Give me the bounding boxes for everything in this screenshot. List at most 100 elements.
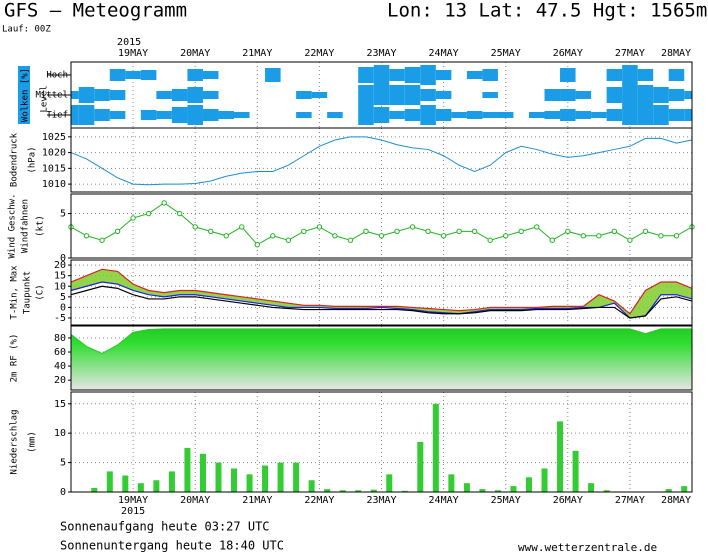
- temp-line: [70, 268, 693, 315]
- y-tick-label: 0: [60, 302, 66, 313]
- marker: [192, 224, 198, 230]
- panel-frame: [70, 127, 693, 193]
- marker: [223, 233, 229, 239]
- cloud-cover: [109, 69, 126, 81]
- cloud-cover: [140, 110, 157, 120]
- cloud-cover: [71, 91, 79, 99]
- bar: [168, 471, 175, 492]
- cloud-cover: [606, 87, 623, 103]
- marker: [503, 233, 509, 239]
- panel-frame: [70, 325, 693, 391]
- humidity-area: [71, 328, 692, 390]
- cloud-cover: [637, 85, 654, 105]
- cloud-cover: [497, 112, 514, 118]
- cloud-cover: [560, 89, 576, 101]
- bar: [510, 486, 517, 492]
- marker: [425, 228, 431, 235]
- marker: [239, 224, 245, 230]
- cloud-cover: [125, 71, 141, 79]
- cloud-cover: [94, 89, 110, 101]
- cloud-cover: [327, 112, 343, 118]
- cloud-cover: [187, 69, 203, 81]
- bar: [215, 462, 222, 492]
- cloud-cover: [482, 69, 498, 81]
- x-tick-label: 19MAY: [118, 48, 148, 59]
- y-tick-label: 0: [60, 253, 66, 264]
- source: www.wetterzentrale.de: [518, 541, 657, 553]
- cloud-cover: [575, 111, 592, 119]
- bar: [153, 480, 160, 492]
- cloud-cover: [78, 105, 95, 125]
- cloud-cover: [373, 65, 390, 85]
- y-axis-unit: (hPa): [28, 146, 38, 173]
- y-tick-label: 5: [60, 458, 66, 469]
- marker: [316, 224, 323, 230]
- label-box: [18, 66, 30, 124]
- bar: [106, 471, 113, 492]
- temp-range: [71, 269, 692, 319]
- cloud-cover: [389, 85, 405, 105]
- x-tick-label: 26MAY: [553, 48, 583, 59]
- bar: [665, 489, 672, 492]
- bar: [293, 462, 300, 492]
- y-tick-label: 10: [54, 428, 66, 439]
- cloud-cover: [575, 91, 592, 99]
- cloud-cover: [202, 109, 219, 121]
- marker: [534, 224, 540, 230]
- cloud-cover: [109, 111, 126, 119]
- marker: [130, 215, 136, 221]
- cloud-cover: [668, 89, 685, 101]
- cloud-cover: [435, 70, 452, 80]
- marker: [456, 228, 462, 235]
- marker: [549, 237, 555, 243]
- bar: [277, 462, 284, 492]
- cloud-cover: [653, 105, 669, 125]
- x-tick-label: 28MAY: [661, 48, 691, 59]
- cloud-cover: [404, 67, 421, 83]
- cloud-cover: [78, 87, 95, 103]
- y-tick-label: 1025: [42, 132, 66, 143]
- marker: [471, 228, 478, 235]
- marker: [83, 233, 90, 239]
- bar: [494, 490, 501, 492]
- cloud-cover: [637, 105, 654, 125]
- marker: [596, 233, 602, 239]
- cloud-cover: [466, 71, 483, 79]
- y-tick-label: 15: [54, 271, 66, 282]
- bar: [370, 489, 377, 492]
- bar: [588, 483, 595, 492]
- cloud-cover: [94, 109, 110, 121]
- bar: [91, 487, 98, 492]
- cloud-cover: [202, 71, 219, 79]
- marker: [301, 228, 307, 235]
- y-axis-label: Level: [40, 85, 50, 112]
- x-tick-label: 20MAY: [180, 48, 210, 59]
- temp-line: [70, 281, 693, 319]
- x-tick-label: 25MAY: [491, 495, 521, 506]
- x-tick-label: 22MAY: [304, 48, 334, 59]
- marker: [332, 233, 338, 239]
- y-axis-label: Taupunkt: [23, 271, 33, 314]
- bar: [401, 490, 408, 492]
- marker: [580, 233, 587, 239]
- cloud-cover: [109, 90, 126, 100]
- y-axis-label: 2m RF (%): [10, 334, 20, 383]
- x-tick-label: 19MAY: [118, 495, 148, 506]
- cloud-cover: [435, 91, 452, 99]
- cloud-cover: [171, 107, 188, 123]
- cloud-cover: [187, 87, 203, 103]
- y-tick-label: 5: [60, 292, 66, 303]
- cloud-cover: [606, 69, 623, 81]
- bar: [572, 450, 579, 492]
- cloud-cover: [358, 67, 374, 83]
- y-tick-label: -5: [54, 313, 66, 324]
- bar: [525, 477, 532, 492]
- cloud-cover: [202, 91, 219, 99]
- x-tick-label: 20MAY: [180, 495, 210, 506]
- y-axis-label: Niederschlag: [10, 409, 20, 474]
- cloud-cover: [296, 91, 312, 99]
- x-tick-label: 24MAY: [429, 48, 459, 59]
- cloud-cover: [451, 112, 467, 118]
- x-tick-label: 28MAY: [661, 495, 691, 506]
